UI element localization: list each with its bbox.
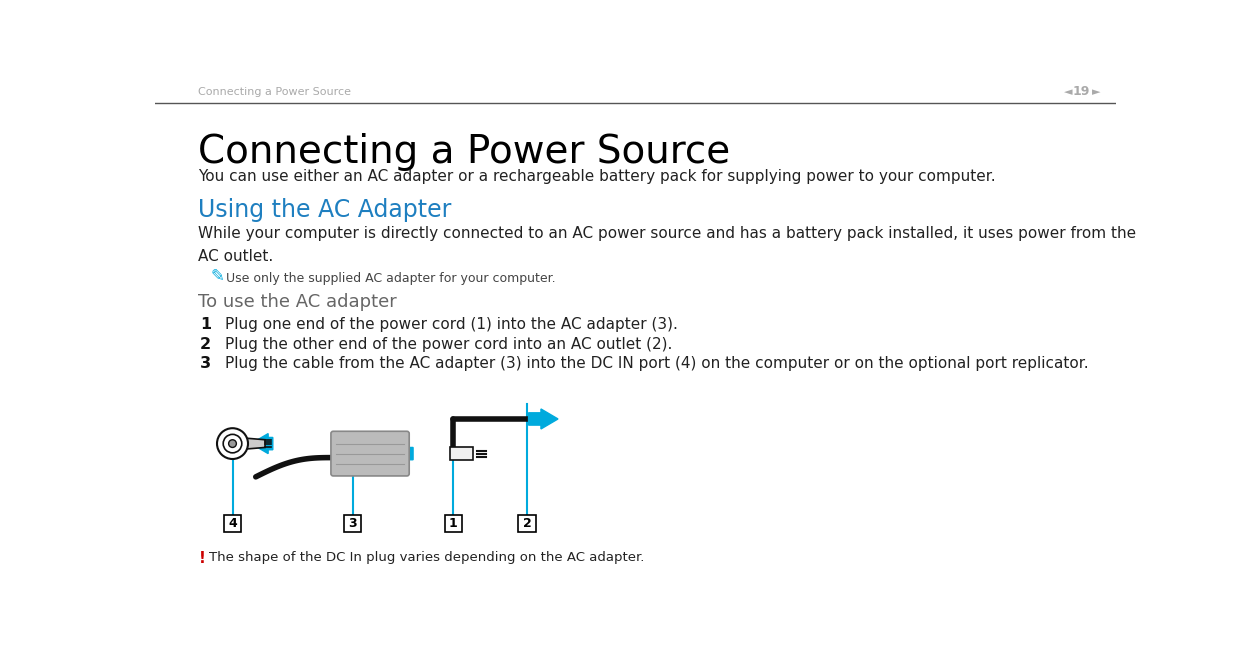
Text: !: ! <box>200 551 206 566</box>
Text: 3: 3 <box>348 517 357 530</box>
Text: Plug one end of the power cord (1) into the AC adapter (3).: Plug one end of the power cord (1) into … <box>224 317 677 332</box>
Text: You can use either an AC adapter or a rechargeable battery pack for supplying po: You can use either an AC adapter or a re… <box>197 169 996 184</box>
Text: Plug the cable from the AC adapter (3) into the DC IN port (4) on the computer o: Plug the cable from the AC adapter (3) i… <box>224 356 1089 371</box>
Text: Using the AC Adapter: Using the AC Adapter <box>197 198 451 222</box>
Text: While your computer is directly connected to an AC power source and has a batter: While your computer is directly connecte… <box>197 226 1136 264</box>
FancyArrow shape <box>392 444 413 464</box>
Text: 2: 2 <box>200 337 211 351</box>
Text: The shape of the DC In plug varies depending on the AC adapter.: The shape of the DC In plug varies depen… <box>210 551 645 564</box>
Text: Use only the supplied AC adapter for your computer.: Use only the supplied AC adapter for you… <box>226 272 556 285</box>
Text: 19: 19 <box>1073 86 1090 98</box>
FancyBboxPatch shape <box>449 448 472 460</box>
FancyArrow shape <box>528 409 558 429</box>
Text: To use the AC adapter: To use the AC adapter <box>197 293 397 311</box>
Polygon shape <box>247 438 265 449</box>
Circle shape <box>223 434 242 453</box>
FancyBboxPatch shape <box>331 432 409 476</box>
Text: 1: 1 <box>200 317 211 332</box>
Text: 4: 4 <box>228 517 237 530</box>
Text: 3: 3 <box>200 356 211 371</box>
Text: Connecting a Power Source: Connecting a Power Source <box>197 87 351 97</box>
Text: ◄: ◄ <box>1064 87 1073 97</box>
FancyBboxPatch shape <box>224 515 241 532</box>
Circle shape <box>217 428 248 459</box>
FancyArrow shape <box>250 434 273 454</box>
FancyBboxPatch shape <box>445 515 463 532</box>
Text: Connecting a Power Source: Connecting a Power Source <box>197 132 730 170</box>
Text: 1: 1 <box>449 517 458 530</box>
Text: Plug the other end of the power cord into an AC outlet (2).: Plug the other end of the power cord int… <box>224 337 672 351</box>
Circle shape <box>228 440 237 448</box>
FancyBboxPatch shape <box>345 515 361 532</box>
Text: ✎: ✎ <box>211 267 224 285</box>
FancyBboxPatch shape <box>518 515 536 532</box>
Text: 2: 2 <box>522 517 532 530</box>
Text: ►: ► <box>1092 87 1101 97</box>
